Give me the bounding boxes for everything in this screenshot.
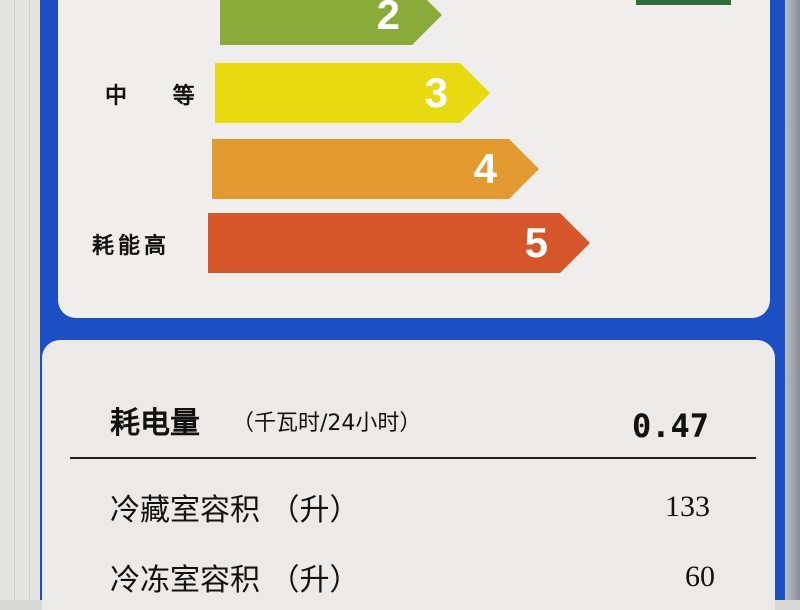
grade-1-bar-edge — [636, 0, 731, 5]
freezer-volume-label: 冷冻室容积 （升） — [110, 563, 360, 598]
grade-4-bar: 4 — [212, 139, 539, 199]
divider — [70, 457, 756, 459]
grade-5-number: 5 — [524, 219, 548, 266]
fridge-volume-label: 冷藏室容积 （升） — [110, 493, 360, 528]
grade-2-number: 2 — [376, 0, 400, 38]
consumption-unit: （千瓦时/24小时） — [232, 411, 422, 436]
info-panel — [42, 340, 775, 610]
grade-4-number: 4 — [473, 145, 497, 192]
label-medium: 中 等 — [105, 84, 199, 109]
consumption-value: 0.47 — [632, 407, 710, 445]
grade-5-bar: 5 — [208, 213, 590, 273]
label-high-consumption: 耗能高 — [92, 234, 171, 259]
fridge-volume-value: 133 — [665, 490, 710, 523]
box-edge — [785, 0, 800, 600]
grade-3-bar: 3 — [215, 63, 490, 123]
consumption-label: 耗电量 — [110, 406, 200, 441]
freezer-volume-value: 60 — [685, 560, 715, 593]
grade-3-number: 3 — [424, 69, 448, 116]
grade-2-bar: 2 — [220, 0, 442, 45]
